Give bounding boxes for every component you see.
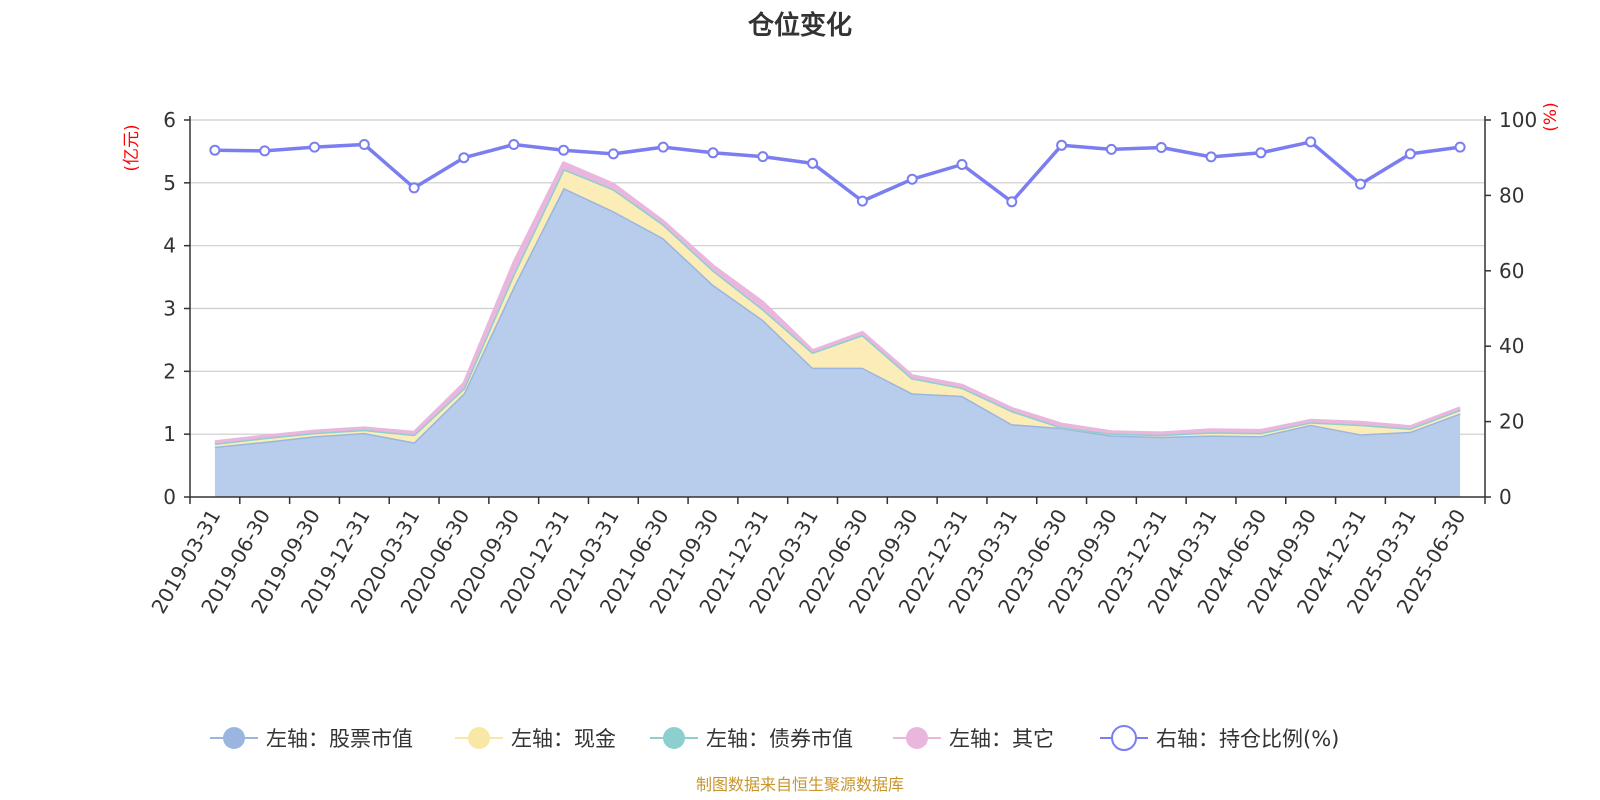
left-axis-tick-label: 2 <box>163 359 176 383</box>
position-ratio-point <box>408 182 420 194</box>
position-ratio-point <box>807 157 819 169</box>
legend-label: 左轴：其它 <box>949 727 1054 751</box>
position-ratio-line <box>209 136 1466 208</box>
position-ratio-point <box>1105 143 1117 155</box>
position-ratio-point <box>906 173 918 185</box>
right-axis-tick-label: 20 <box>1499 410 1524 434</box>
right-axis-tick-label: 100 <box>1499 108 1537 132</box>
legend-label: 右轴：持仓比例(%) <box>1156 727 1339 751</box>
position-ratio-point <box>1454 141 1466 153</box>
left-axis-tick-label: 1 <box>163 422 176 446</box>
legend-marker <box>1111 725 1137 751</box>
position-ratio-point <box>259 145 271 157</box>
legend-marker <box>468 727 490 749</box>
legend: 左轴：股票市值 左轴：现金 左轴：债券市值 左轴：其它 右轴：持仓比例(%) <box>210 725 1339 751</box>
position-ratio-point <box>1155 142 1167 153</box>
position-ratio-path <box>214 140 1461 204</box>
position-ratio-point <box>707 147 719 159</box>
legend-label: 左轴：现金 <box>511 727 616 751</box>
position-ratio-point <box>1205 151 1217 163</box>
legend-marker <box>223 727 245 749</box>
source-note: 制图数据来自恒生聚源数据库 <box>696 775 904 794</box>
position-ratio-point <box>1305 136 1317 148</box>
position-ratio-point <box>1056 139 1068 151</box>
legend-label: 左轴：股票市值 <box>266 727 413 751</box>
right-axis-unit: (%) <box>1541 102 1561 131</box>
position-ratio-point <box>209 144 221 156</box>
left-axis-tick-label: 4 <box>163 234 176 258</box>
legend-marker <box>906 727 928 749</box>
chart-title: 仓位变化 <box>747 10 852 41</box>
position-ratio-point <box>956 159 968 170</box>
right-axis-tick-label: 0 <box>1499 485 1512 509</box>
right-axis-tick-label: 60 <box>1499 259 1524 283</box>
legend-cash: 左轴：现金 <box>455 727 616 751</box>
left-axis-tick-label: 0 <box>163 485 176 509</box>
position-ratio-point <box>607 148 619 160</box>
position-ratio-point <box>358 139 370 150</box>
position-ratio-point <box>1404 148 1416 160</box>
position-ratio-point <box>458 152 470 164</box>
position-ratio-point <box>1355 178 1366 190</box>
legend-marker <box>663 727 685 749</box>
left-axis-tick-label: 3 <box>163 297 176 321</box>
position-ratio-point <box>757 151 769 163</box>
position-ratio-point <box>856 195 868 207</box>
left-axis-tick-label: 5 <box>163 171 176 195</box>
legend-position-ratio: 右轴：持仓比例(%) <box>1100 725 1339 751</box>
legend-stock-value: 左轴：股票市值 <box>210 727 413 751</box>
stacked-areas <box>214 161 1461 497</box>
legend-other: 左轴：其它 <box>893 727 1054 751</box>
right-axis-tick-label: 80 <box>1499 183 1524 207</box>
position-ratio-point <box>309 141 320 153</box>
position-ratio-point <box>508 139 520 150</box>
position-ratio-point <box>657 141 669 153</box>
left-axis-tick-label: 6 <box>163 108 176 132</box>
other-area-line <box>214 161 1461 444</box>
legend-label: 左轴：债券市值 <box>706 727 853 751</box>
position-ratio-point <box>1006 196 1018 208</box>
left-axis-unit: (亿元) <box>122 124 142 171</box>
position-ratio-point <box>1255 147 1267 159</box>
position-ratio-point <box>558 144 570 156</box>
right-axis-tick-label: 40 <box>1499 334 1524 358</box>
legend-bond-value: 左轴：债券市值 <box>650 727 853 751</box>
